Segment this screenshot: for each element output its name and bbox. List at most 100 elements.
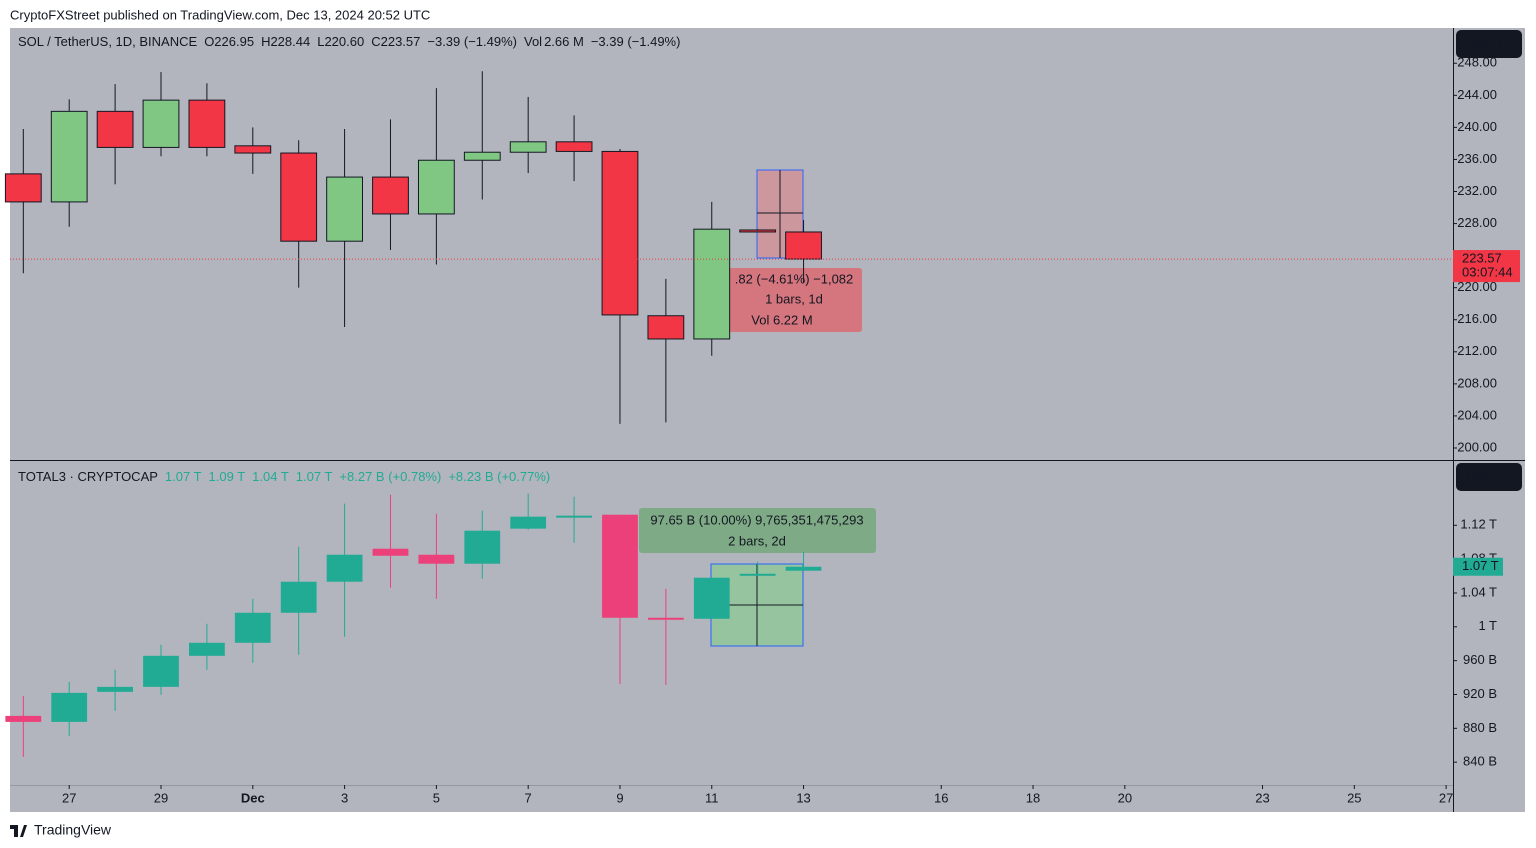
legend: SOL / TetherUS, 1D, BINANCE O226.95 H228.4… (18, 34, 680, 49)
candle-body (143, 655, 179, 687)
candle-body (51, 692, 88, 722)
candle-body (234, 612, 271, 643)
last-price-label: 223.57 (1462, 251, 1502, 266)
measure-text: 97.65 B (10.00%) 9,765,351,475,293 (650, 512, 863, 527)
candle-body (739, 573, 776, 576)
legend-value: +8.23 B (+0.77%) (448, 469, 550, 484)
x-tick-label: 9 (616, 790, 623, 805)
legend: TOTAL3 · CRYPTOCAP 1.07 T 1.09 T 1.04 T 1.07… (18, 469, 550, 484)
y-tick-label: 216.00 (1457, 311, 1497, 326)
candle-body (97, 686, 134, 692)
x-tick-label: 11 (705, 790, 719, 805)
legend-value: H228.44 (261, 34, 310, 49)
candle-body (647, 315, 685, 340)
candle-body (556, 515, 592, 518)
candle-body (5, 715, 42, 722)
x-tick-label: 27 (1439, 790, 1453, 805)
candle-body (372, 548, 409, 556)
publisher: CryptoFXStreet published on TradingView.… (10, 7, 430, 22)
measure-text: 1 bars, 1d (765, 291, 823, 306)
candle-body (417, 159, 455, 215)
y-tick-label: 1 T (1478, 618, 1497, 633)
y-tick-label: 228.00 (1457, 215, 1497, 230)
legend-value: 1.04 T (252, 469, 289, 484)
candle-body (785, 566, 822, 571)
last-price-tag (1453, 250, 1520, 283)
y-tick-label: 880 B (1463, 720, 1497, 735)
x-tick-label: 29 (154, 790, 168, 805)
legend-value: −3.39 (−1.49%) (427, 34, 517, 49)
measure-label-box (639, 508, 876, 553)
candle-body (602, 514, 638, 618)
y-tick-label: 204.00 (1457, 407, 1497, 422)
last-price-label: 1.07 T (1462, 558, 1499, 573)
y-tick-label: 840 B (1463, 754, 1497, 769)
candle-body (234, 145, 272, 154)
candle-body (555, 141, 593, 152)
legend-value: O226.95 (204, 34, 254, 49)
y-tick-label: 236.00 (1457, 151, 1497, 166)
last-price-tag (1453, 557, 1503, 576)
candle-body (4, 173, 42, 203)
currency-label: USD (1466, 468, 1496, 484)
x-tick-label: 13 (796, 790, 810, 805)
candle-body (326, 176, 363, 242)
y-tick-label: 200.00 (1457, 439, 1497, 454)
legend-value: Vol (524, 34, 542, 49)
y-tick-label: 220.00 (1457, 279, 1497, 294)
candle-body (188, 642, 225, 656)
currency-button (1456, 30, 1522, 58)
legend-value: 2.66 M (544, 34, 584, 49)
measure-label-box (720, 268, 862, 332)
x-tick-label: 7 (525, 790, 532, 805)
chart-background (10, 28, 1525, 812)
candle-body (418, 554, 455, 564)
candles (4, 71, 822, 757)
legend-value: 1.09 T (209, 469, 246, 484)
x-tick-label: 3 (341, 790, 348, 805)
x-tick-label: Dec (241, 790, 265, 805)
x-tick-label: 20 (1118, 790, 1132, 805)
legend-value: L220.60 (317, 34, 364, 49)
measure-tool: 97.65 B (10.00%) 9,765,351,475,293 2 bar… (639, 508, 876, 647)
candle-body (142, 99, 180, 148)
candle-body (693, 228, 731, 340)
candle-body (326, 554, 363, 582)
candle-body (188, 99, 226, 148)
y-tick-label: 208.00 (1457, 375, 1497, 390)
x-tick-label: 5 (433, 790, 440, 805)
candle-body (510, 516, 547, 529)
measure-tool: .82 (−4.61%) −1,082 1 bars, 1d Vol 6.22 … (720, 169, 862, 332)
candle-body (785, 231, 822, 260)
legend-value: C223.57 (371, 34, 420, 49)
y-tick-label: 1.12 T (1460, 517, 1497, 532)
y-tick-label: 212.00 (1457, 343, 1497, 358)
currency-label: USDT (1466, 35, 1505, 51)
candle-body (96, 110, 134, 148)
x-tick-label: 18 (1026, 790, 1040, 805)
legend-value: 1.07 T (296, 469, 333, 484)
x-tick-label: 25 (1347, 790, 1361, 805)
candle-body (601, 150, 639, 316)
measure-text: 2 bars, 2d (728, 533, 786, 548)
y-tick-label: 248.00 (1457, 55, 1497, 70)
logo-icon (10, 825, 27, 837)
footer-logo: TradingView (34, 822, 112, 838)
candle-body (372, 176, 409, 215)
y-tick-label: 960 B (1463, 652, 1497, 667)
currency-button (1456, 463, 1522, 491)
x-tick-label: 16 (934, 790, 948, 805)
candle-body (647, 617, 684, 620)
measure-text: .82 (−4.61%) −1,082 (735, 271, 854, 286)
legend-value: 1.07 T (165, 469, 202, 484)
candle-body (280, 152, 318, 242)
candle-body (463, 151, 501, 161)
candle-body (509, 141, 547, 153)
measure-text: Vol 6.22 M (751, 312, 812, 327)
legend-value: −3.39 (−1.49%) (591, 34, 681, 49)
y-tick-label: 240.00 (1457, 119, 1497, 134)
y-tick-label: 920 B (1463, 686, 1497, 701)
y-tick-label: 244.00 (1457, 87, 1497, 102)
legend-title: TOTAL3 · CRYPTOCAP (18, 469, 158, 484)
